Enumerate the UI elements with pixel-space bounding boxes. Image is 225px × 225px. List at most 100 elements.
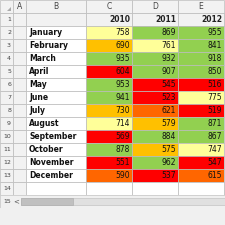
Bar <box>0 130 13 143</box>
Bar <box>224 39 225 52</box>
Text: 13: 13 <box>3 173 11 178</box>
Text: February: February <box>29 41 68 50</box>
Text: 8: 8 <box>7 108 11 113</box>
Bar <box>178 91 224 104</box>
Bar <box>13 104 26 117</box>
Bar <box>224 13 225 26</box>
Text: 730: 730 <box>115 106 130 115</box>
Bar <box>86 0 132 13</box>
Bar <box>26 169 86 182</box>
Text: 962: 962 <box>162 158 176 167</box>
Bar <box>178 78 224 91</box>
Text: 871: 871 <box>208 119 222 128</box>
Bar <box>224 52 225 65</box>
Text: 545: 545 <box>161 80 176 89</box>
Bar <box>86 39 132 52</box>
Bar <box>26 39 86 52</box>
Bar <box>86 156 132 169</box>
Bar <box>132 78 178 91</box>
Text: 690: 690 <box>115 41 130 50</box>
Text: 3: 3 <box>7 43 11 48</box>
Bar <box>0 52 13 65</box>
Bar <box>132 65 178 78</box>
Text: 2010: 2010 <box>109 15 130 24</box>
Bar <box>26 182 86 195</box>
Bar <box>224 143 225 156</box>
Text: 5: 5 <box>7 69 11 74</box>
Text: D: D <box>152 2 158 11</box>
Bar <box>0 0 13 13</box>
Bar <box>132 117 178 130</box>
Bar <box>132 156 178 169</box>
Bar <box>13 169 26 182</box>
Bar <box>13 13 26 26</box>
Text: March: March <box>29 54 56 63</box>
Bar <box>13 143 26 156</box>
Text: 2012: 2012 <box>201 15 222 24</box>
Text: 11: 11 <box>3 147 11 152</box>
Bar <box>178 117 224 130</box>
Text: 867: 867 <box>207 132 222 141</box>
Text: 519: 519 <box>207 106 222 115</box>
Bar <box>86 169 132 182</box>
Text: 2011: 2011 <box>155 15 176 24</box>
Bar <box>224 104 225 117</box>
Bar <box>224 91 225 104</box>
Text: 850: 850 <box>207 67 222 76</box>
Bar <box>0 117 13 130</box>
Bar <box>0 208 225 225</box>
Bar <box>178 169 224 182</box>
Text: 841: 841 <box>208 41 222 50</box>
Text: 621: 621 <box>162 106 176 115</box>
Bar <box>132 182 178 195</box>
Text: 10: 10 <box>3 134 11 139</box>
Bar <box>132 52 178 65</box>
Bar <box>178 143 224 156</box>
Bar <box>0 39 13 52</box>
Bar <box>86 143 132 156</box>
Text: 953: 953 <box>115 80 130 89</box>
Bar <box>0 65 13 78</box>
Bar <box>178 0 224 13</box>
Text: April: April <box>29 67 49 76</box>
Bar <box>178 130 224 143</box>
Bar <box>0 195 13 208</box>
Text: E: E <box>199 2 203 11</box>
Bar <box>86 26 132 39</box>
Bar <box>26 13 86 26</box>
Bar <box>178 39 224 52</box>
Bar <box>0 26 13 39</box>
Bar <box>224 169 225 182</box>
Bar <box>13 39 26 52</box>
Bar <box>178 13 224 26</box>
Bar <box>178 52 224 65</box>
Text: 869: 869 <box>162 28 176 37</box>
Bar <box>224 117 225 130</box>
Text: 569: 569 <box>115 132 130 141</box>
Bar <box>13 91 26 104</box>
Bar <box>0 143 13 156</box>
Text: 575: 575 <box>161 145 176 154</box>
Bar <box>26 26 86 39</box>
Bar <box>0 182 13 195</box>
Bar <box>13 182 26 195</box>
Text: 579: 579 <box>161 119 176 128</box>
Text: 516: 516 <box>207 80 222 89</box>
Text: 615: 615 <box>207 171 222 180</box>
Bar <box>13 117 26 130</box>
Bar <box>132 104 178 117</box>
Bar <box>86 182 132 195</box>
Text: 4: 4 <box>7 56 11 61</box>
Text: 935: 935 <box>115 54 130 63</box>
Bar <box>0 78 13 91</box>
Text: October: October <box>29 145 64 154</box>
Text: July: July <box>29 106 45 115</box>
Text: 955: 955 <box>207 28 222 37</box>
Bar <box>224 78 225 91</box>
Text: 932: 932 <box>162 54 176 63</box>
Text: B: B <box>54 2 58 11</box>
Text: 14: 14 <box>3 186 11 191</box>
Text: November: November <box>29 158 74 167</box>
Text: 537: 537 <box>161 171 176 180</box>
Bar <box>0 13 13 26</box>
